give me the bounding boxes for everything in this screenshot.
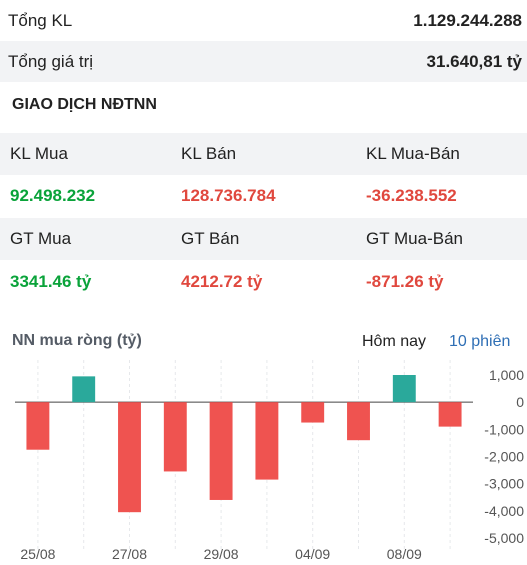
y-tick-label: -3,000 — [484, 476, 524, 492]
y-tick-label: -1,000 — [484, 421, 524, 437]
x-tick-label: 29/08 — [204, 546, 239, 562]
chart-bar — [72, 376, 96, 403]
chart-bar — [209, 402, 233, 500]
total-volume-row: Tổng KL 1.129.244.288 — [0, 0, 527, 41]
x-tick-label: 04/09 — [295, 546, 330, 562]
volume-header-row: KL Mua KL Bán KL Mua-Bán — [0, 133, 527, 175]
sell-volume-header: KL Bán — [181, 144, 237, 163]
buy-value-value: 3341.46 tỷ — [10, 272, 92, 291]
net-value-value: -871.26 tỷ — [366, 272, 444, 291]
chart-bar — [26, 402, 50, 450]
buy-volume-value: 92.498.232 — [10, 186, 96, 205]
net-buy-bar-chart: 1,000 0 -1,000 -2,000 -3,000 -4,000 -5,000 25/0… — [15, 360, 524, 562]
x-tick-label: 25/08 — [20, 546, 55, 562]
foreign-trade-title: GIAO DỊCH NĐTNN — [12, 96, 157, 113]
net-volume-header: KL Mua-Bán — [366, 144, 460, 163]
chart-bar — [392, 375, 416, 403]
y-tick-label: 1,000 — [489, 367, 524, 383]
total-volume-label: Tổng KL — [8, 10, 73, 30]
chart-bar — [118, 402, 141, 513]
y-tick-label: -5,000 — [484, 530, 524, 546]
chart-bar — [301, 402, 325, 423]
y-tick-label: -2,000 — [484, 449, 524, 465]
y-tick-label: -4,000 — [484, 503, 524, 519]
value-value-row: 3341.46 tỷ 4212.72 tỷ -871.26 tỷ — [0, 261, 527, 303]
tab-10-sessions[interactable]: 10 phiên — [449, 333, 511, 350]
sell-value-header: GT Bán — [181, 229, 240, 248]
buy-value-header: GT Mua — [10, 229, 72, 248]
chart-bar — [438, 402, 462, 427]
net-value-header: GT Mua-Bán — [366, 229, 464, 248]
chart-title: NN mua ròng (tỷ) — [12, 332, 142, 349]
tab-today[interactable]: Hôm nay — [362, 333, 427, 350]
x-tick-label: 27/08 — [112, 546, 147, 562]
sell-volume-value: 128.736.784 — [181, 186, 276, 205]
total-volume-value: 1.129.244.288 — [413, 10, 522, 30]
x-tick-label: 08/09 — [387, 546, 422, 562]
sell-value-value: 4212.72 tỷ — [181, 272, 263, 291]
volume-value-row: 92.498.232 128.736.784 -36.238.552 — [0, 175, 527, 217]
value-header-row: GT Mua GT Bán GT Mua-Bán — [0, 218, 527, 260]
net-volume-value: -36.238.552 — [366, 186, 457, 205]
total-value-row: Tổng giá trị 31.640,81 tỷ — [0, 41, 527, 82]
y-tick-label: 0 — [516, 394, 524, 410]
chart-bar — [255, 402, 279, 480]
chart-bar — [347, 402, 370, 441]
chart-bar — [163, 402, 187, 472]
total-value-label: Tổng giá trị — [8, 51, 94, 71]
buy-volume-header: KL Mua — [10, 144, 68, 163]
total-value-value: 31.640,81 tỷ — [426, 51, 522, 71]
